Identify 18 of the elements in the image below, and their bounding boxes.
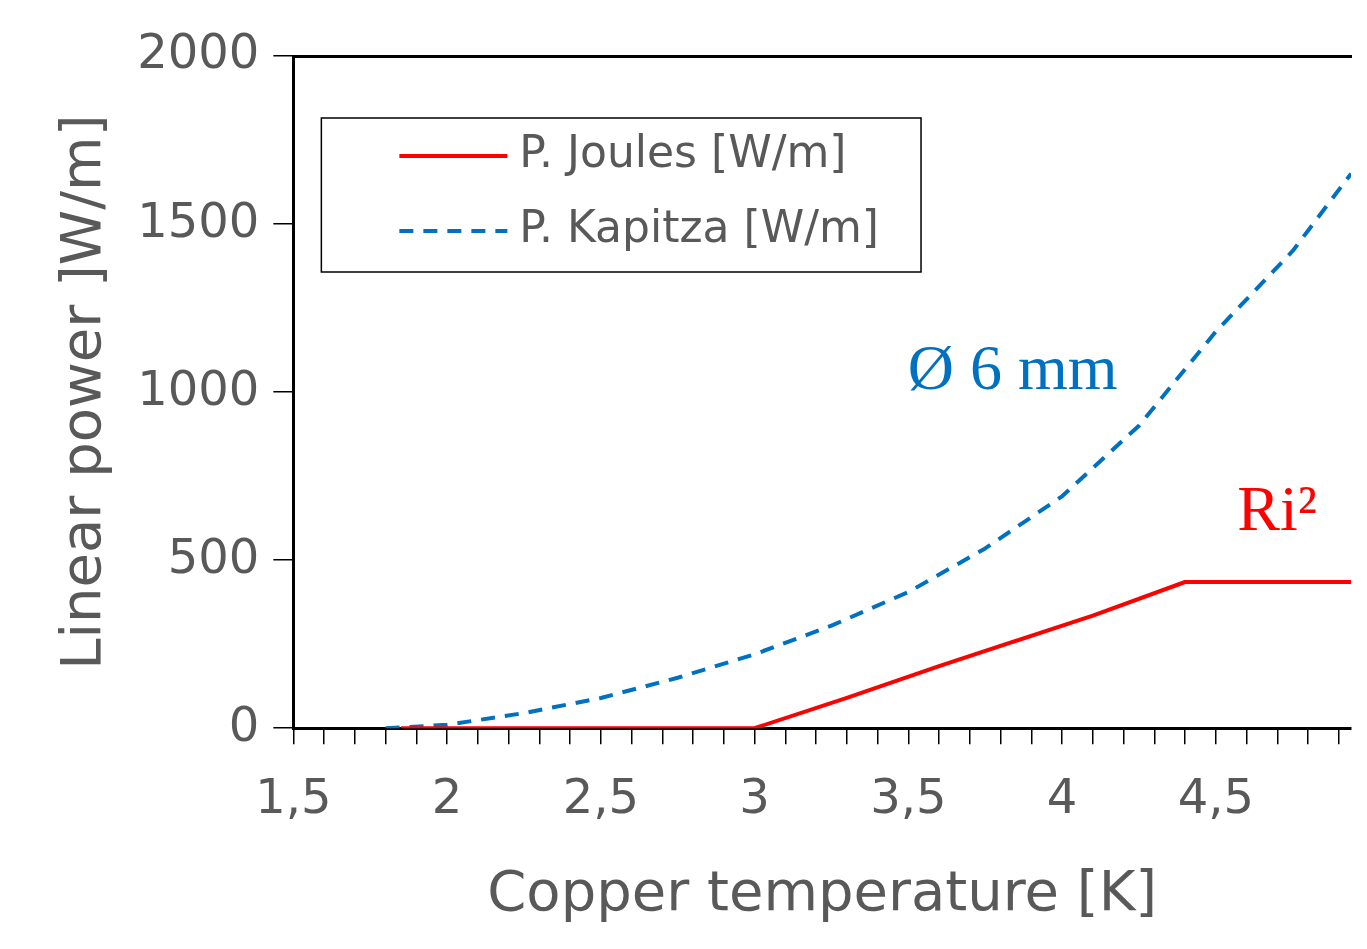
legend-label: P. Kapitza [W/m]	[519, 201, 880, 253]
x-tick-label: 2,5	[562, 768, 640, 825]
x-tick-label: 3	[739, 768, 770, 825]
annotation: Ø 6 mm	[907, 331, 1118, 403]
y-tick-label: 500	[167, 527, 260, 584]
x-tick-label: 1,5	[255, 768, 332, 825]
x-tick-label: 3,5	[870, 768, 947, 825]
y-tick-label: 0	[228, 695, 260, 752]
x-tick-label: 2	[431, 768, 463, 825]
x-axis-title: Copper temperature [K]	[487, 857, 1158, 923]
y-tick-label: 2000	[137, 23, 260, 80]
y-tick-label: 1000	[137, 359, 260, 416]
annotation: Ri²	[1237, 472, 1317, 544]
x-tick-label: 4,5	[1177, 768, 1254, 825]
y-tick-label: 1500	[137, 191, 260, 248]
y-axis-title: Linear power ]W/m]	[48, 114, 114, 670]
x-tick-label: 4	[1046, 768, 1078, 825]
legend-label: P. Joules [W/m]	[519, 126, 847, 178]
